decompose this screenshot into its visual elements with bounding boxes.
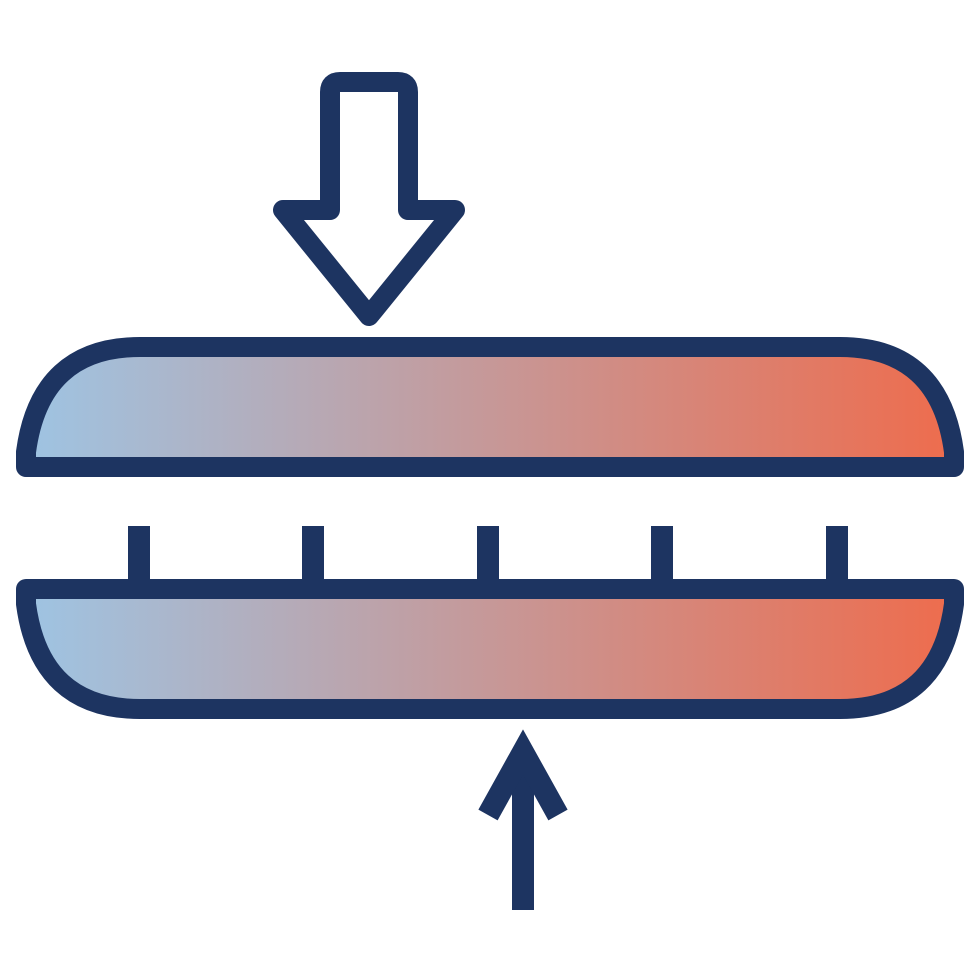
upper-plate bbox=[16, 337, 964, 477]
tick-mark bbox=[651, 526, 673, 588]
lower-plate bbox=[16, 579, 964, 719]
tick-marks bbox=[128, 526, 848, 588]
tick-mark bbox=[826, 526, 848, 588]
tick-mark bbox=[128, 526, 150, 588]
tick-mark bbox=[302, 526, 324, 588]
down-arrow-icon bbox=[273, 72, 465, 326]
up-arrow-icon bbox=[478, 729, 568, 910]
tick-mark bbox=[477, 526, 499, 588]
